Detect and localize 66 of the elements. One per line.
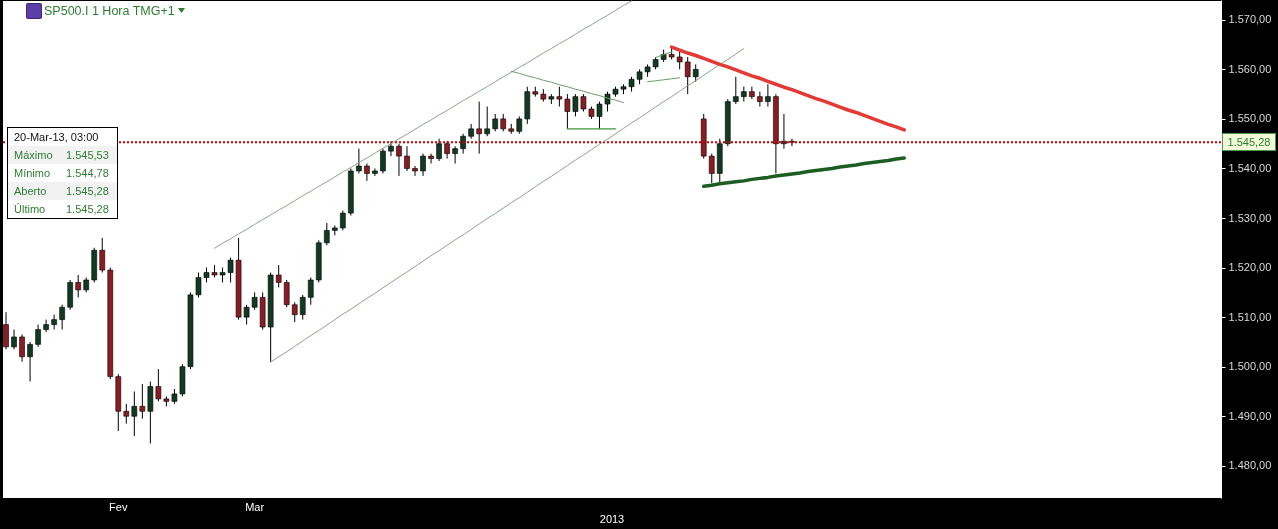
- candlestick: [99, 237, 106, 274]
- y-tick-label: 1.550,00: [1228, 112, 1272, 125]
- candlestick: [684, 56, 691, 95]
- candlestick: [324, 222, 330, 246]
- candlestick: [372, 167, 378, 177]
- candlestick: [11, 329, 17, 350]
- candlestick: [59, 304, 65, 331]
- candlestick: [412, 165, 418, 177]
- y-tick-label: 1.570,00: [1228, 13, 1272, 26]
- annotation: 20-Mar-13, 03:00: [13, 130, 100, 145]
- candlestick: [428, 153, 434, 165]
- candlestick: [396, 143, 402, 177]
- candlestick: [291, 301, 298, 323]
- line-series: [270, 48, 745, 363]
- candlestick: [27, 341, 33, 383]
- y-tick-label: 1.560,00: [1228, 62, 1272, 75]
- candlestick: [275, 264, 282, 288]
- candlestick: [139, 383, 146, 420]
- y-tick-label: 1.500,00: [1228, 360, 1272, 373]
- candlestick: [123, 403, 130, 425]
- candlestick: [75, 274, 81, 298]
- table-row-text: Mínimo 1.544,78: [13, 166, 110, 181]
- candlestick: [364, 163, 370, 182]
- candlestick: [340, 210, 346, 231]
- candlestick: [484, 106, 490, 137]
- candlestick: [476, 101, 482, 155]
- candlestick: [404, 145, 410, 172]
- x-axis-title: 2013: [599, 512, 625, 525]
- y-tick-label: 1.490,00: [1228, 409, 1272, 422]
- candlestick: [43, 319, 49, 333]
- candlestick: [307, 276, 314, 306]
- table-row: Máximo 1.545,53: [8, 146, 117, 164]
- candlestick: [299, 294, 306, 321]
- candlestick: [283, 279, 290, 308]
- candlestick: [708, 153, 715, 184]
- ref-line-label: 1.545,28: [1222, 133, 1276, 152]
- line-series: [701, 156, 906, 189]
- candlestick: [436, 138, 442, 162]
- candlestick: [35, 324, 41, 348]
- candlestick: [420, 153, 426, 177]
- candlestick: [131, 390, 138, 437]
- y-tick-label: 1.540,00: [1228, 161, 1272, 174]
- annotation: 1.545,53: [66, 148, 109, 163]
- candlestick: [356, 148, 362, 174]
- y-tick-label: 1.520,00: [1228, 261, 1272, 274]
- table-row: Aberto 1.545,28: [8, 182, 117, 200]
- chart-title: SP500.I 1 Hora TMG+1: [44, 3, 175, 18]
- candlestick: [19, 333, 25, 363]
- annotation: Aberto: [14, 184, 48, 199]
- candlestick: [765, 83, 771, 108]
- x-tick-label: Fev: [109, 500, 128, 513]
- x-tick-label: Mar: [245, 500, 265, 513]
- line-series: [510, 70, 625, 104]
- line-series: [214, 0, 633, 249]
- candlestick: [380, 148, 386, 174]
- line-series: [669, 45, 906, 132]
- candlestick: [757, 91, 763, 108]
- table-row-text: Último 1.545,28: [13, 202, 110, 217]
- candlestick: [733, 76, 739, 105]
- candlestick: [51, 314, 57, 331]
- y-tick-label: 1.480,00: [1228, 459, 1272, 472]
- candlestick: [452, 145, 458, 165]
- annotation: Máximo: [14, 148, 54, 163]
- annotation: 1.545,28: [66, 184, 109, 199]
- y-tick-label: 1.530,00: [1228, 211, 1272, 224]
- y-tick-label: 1.510,00: [1228, 310, 1272, 323]
